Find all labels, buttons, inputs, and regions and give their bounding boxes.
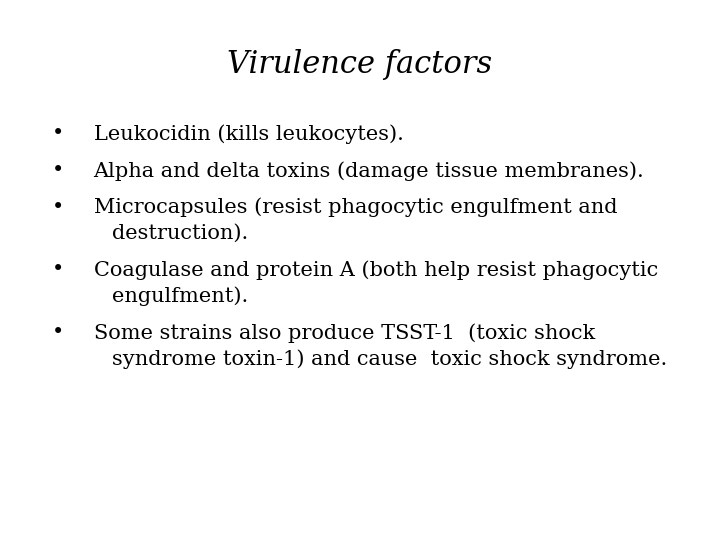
Text: Some strains also produce TSST-1  (toxic shock: Some strains also produce TSST-1 (toxic … [94,323,595,342]
Text: syndrome toxin-1) and cause  toxic shock syndrome.: syndrome toxin-1) and cause toxic shock … [112,349,667,368]
Text: •: • [51,161,64,180]
Text: Coagulase and protein A (both help resist phagocytic: Coagulase and protein A (both help resis… [94,260,658,280]
Text: •: • [51,198,64,217]
Text: •: • [51,323,64,342]
Text: Alpha and delta toxins (damage tissue membranes).: Alpha and delta toxins (damage tissue me… [94,161,644,180]
Text: •: • [51,124,64,143]
Text: engulfment).: engulfment). [112,286,248,306]
Text: Microcapsules (resist phagocytic engulfment and: Microcapsules (resist phagocytic engulfm… [94,198,617,217]
Text: destruction).: destruction). [112,224,248,242]
Text: •: • [51,260,64,279]
Text: Virulence factors: Virulence factors [228,49,492,79]
Text: Leukocidin (kills leukocytes).: Leukocidin (kills leukocytes). [94,124,403,144]
